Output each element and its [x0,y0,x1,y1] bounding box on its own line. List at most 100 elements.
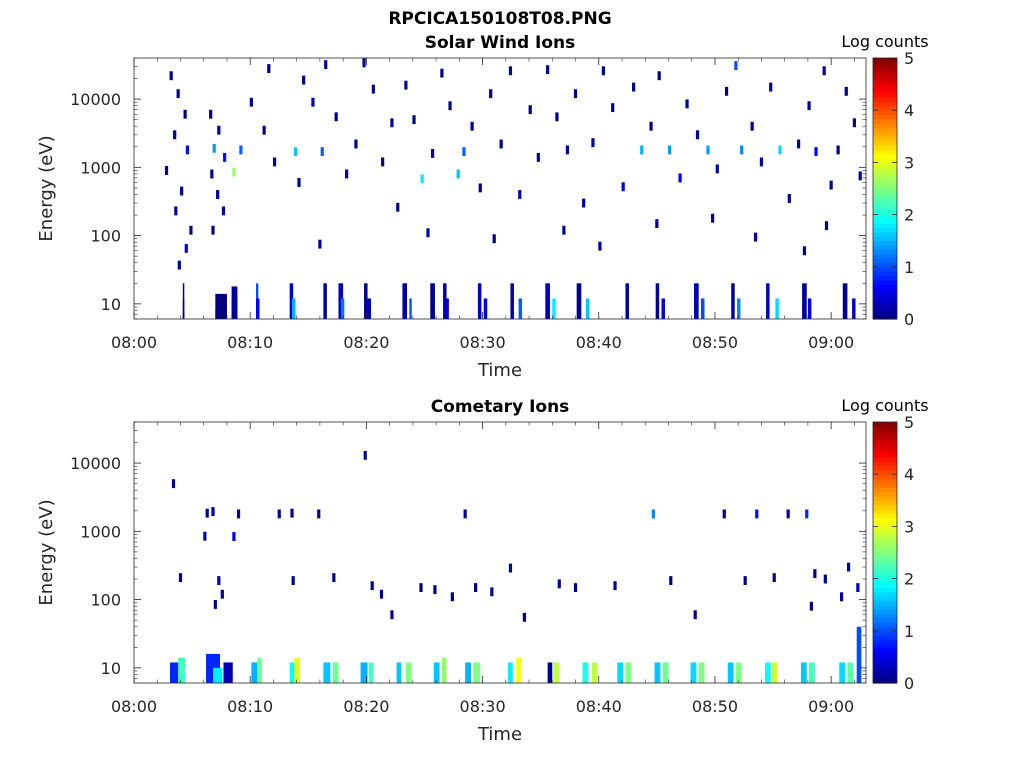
heatmap-bin [754,232,758,242]
colorbar-segment [873,596,897,601]
heatmap-bin [419,583,423,593]
colorbar-segment [873,630,897,636]
heatmap-bin [846,562,851,572]
colorbar-segment [873,266,897,272]
heatmap-bin [528,105,532,115]
colorbar-segment [873,609,897,614]
colorbar-segment [873,552,897,558]
colorbar-segment [873,639,897,645]
colorbar-label: Log counts [841,396,928,415]
heatmap-bin [657,71,661,81]
colorbar-segment [873,652,897,658]
heatmap-cell [430,283,435,319]
heatmap-cell [292,298,296,319]
heatmap-bin [334,112,338,122]
colorbar-segment [873,214,897,220]
heatmap-bin [856,583,860,593]
colorbar-segment [873,92,897,98]
colorbar-segment [873,240,897,246]
heatmap-cell [445,298,449,319]
colorbar-segment [873,474,897,480]
heatmap-bin [189,225,193,235]
colorbar-segment [873,166,897,172]
colorbar-frame [872,57,898,320]
heatmap-bin [431,148,435,158]
heatmap-bin [813,569,817,579]
heatmap-cell [368,662,374,683]
heatmap-bin [462,147,466,157]
colorbar-segment [873,218,897,224]
heatmap-bin [489,89,493,99]
colorbar-segment [873,526,897,532]
heatmap-cell [443,283,447,319]
heatmap-bin [649,121,653,131]
colorbar-segment [873,131,897,137]
colorbar-segment [873,145,897,150]
heatmap-cell [323,662,331,683]
heatmap-cells [164,58,862,319]
heatmap-bin [772,573,776,583]
colorbar-segment [873,435,897,440]
heatmap-bin [508,563,513,573]
colorbar-segment [873,84,897,90]
colorbar-segment [873,153,897,159]
colorbar-segment [873,192,897,198]
heatmap-cell [662,662,669,683]
heatmap-bin [433,585,437,595]
heatmap-cell [257,657,262,683]
heatmap-bin [823,574,827,584]
heatmap-bin [836,145,840,155]
x-tick-label: 08:10 [227,333,273,352]
colorbar-segment [873,569,897,575]
heatmap-bin [381,157,385,167]
colorbar-segment [873,71,897,76]
heatmap-cell [477,283,482,319]
heatmap-bin [412,115,416,125]
colorbar-tick-label: 2 [904,206,914,225]
heatmap-bin [345,169,349,179]
heatmap-bin [371,84,375,94]
cometary-ions-panel: Cometary Ions 08:00 08:10 08:20 08:30 08:40 08… [36,396,929,745]
heatmap-bin [522,612,526,622]
heatmap-bin [390,610,394,620]
heatmap-cell [409,298,412,319]
y-axis-label: Energy (eV) [36,499,57,605]
colorbar-segment [873,140,897,146]
y-tick-label: 100 [90,591,121,610]
heatmap-bin [722,509,726,519]
heatmap-cell [839,662,846,683]
heatmap-bin [379,589,384,599]
heatmap-bin [262,125,266,135]
colorbar-segment [873,184,897,190]
colorbar-segment [873,504,897,510]
heatmap-cell [690,662,697,683]
heatmap-bin [598,241,602,251]
colorbar-segment [873,478,897,484]
heatmap-bin [440,68,444,78]
solar-wind-ions-panel: Solar Wind Ions 08:00 08:10 08:20 08:30 08:40… [36,32,929,381]
heatmap-bin [651,509,655,519]
heatmap-bin [164,166,169,175]
heatmap-bin [297,178,301,187]
colorbar-segment [873,422,897,427]
heatmap-bin [562,225,566,235]
x-tick-label: 08:20 [343,333,389,352]
heatmap-cell [591,662,598,683]
heatmap-bin [778,145,782,155]
heatmap-bin [755,509,759,519]
colorbar-frame [872,421,898,684]
colorbar-tick-label: 4 [904,101,914,120]
colorbar-tick-label: 0 [904,310,914,329]
heatmap-cell [576,283,582,319]
colorbar-segment [873,482,897,488]
x-tick-label: 08:50 [692,333,738,352]
heatmap-cell [289,283,294,319]
colorbar-segment [873,223,897,229]
heatmap-cell [856,626,862,683]
heatmap-cell [405,662,412,683]
colorbar-segment [873,591,897,597]
heatmap-cell [661,298,665,319]
heatmap-bin [311,97,315,107]
colorbar-segment [873,509,897,514]
colorbar-segment [873,587,897,593]
